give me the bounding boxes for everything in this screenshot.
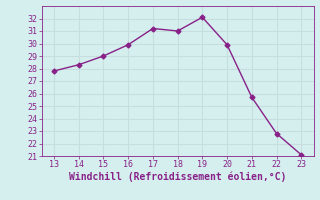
X-axis label: Windchill (Refroidissement éolien,°C): Windchill (Refroidissement éolien,°C): [69, 172, 286, 182]
